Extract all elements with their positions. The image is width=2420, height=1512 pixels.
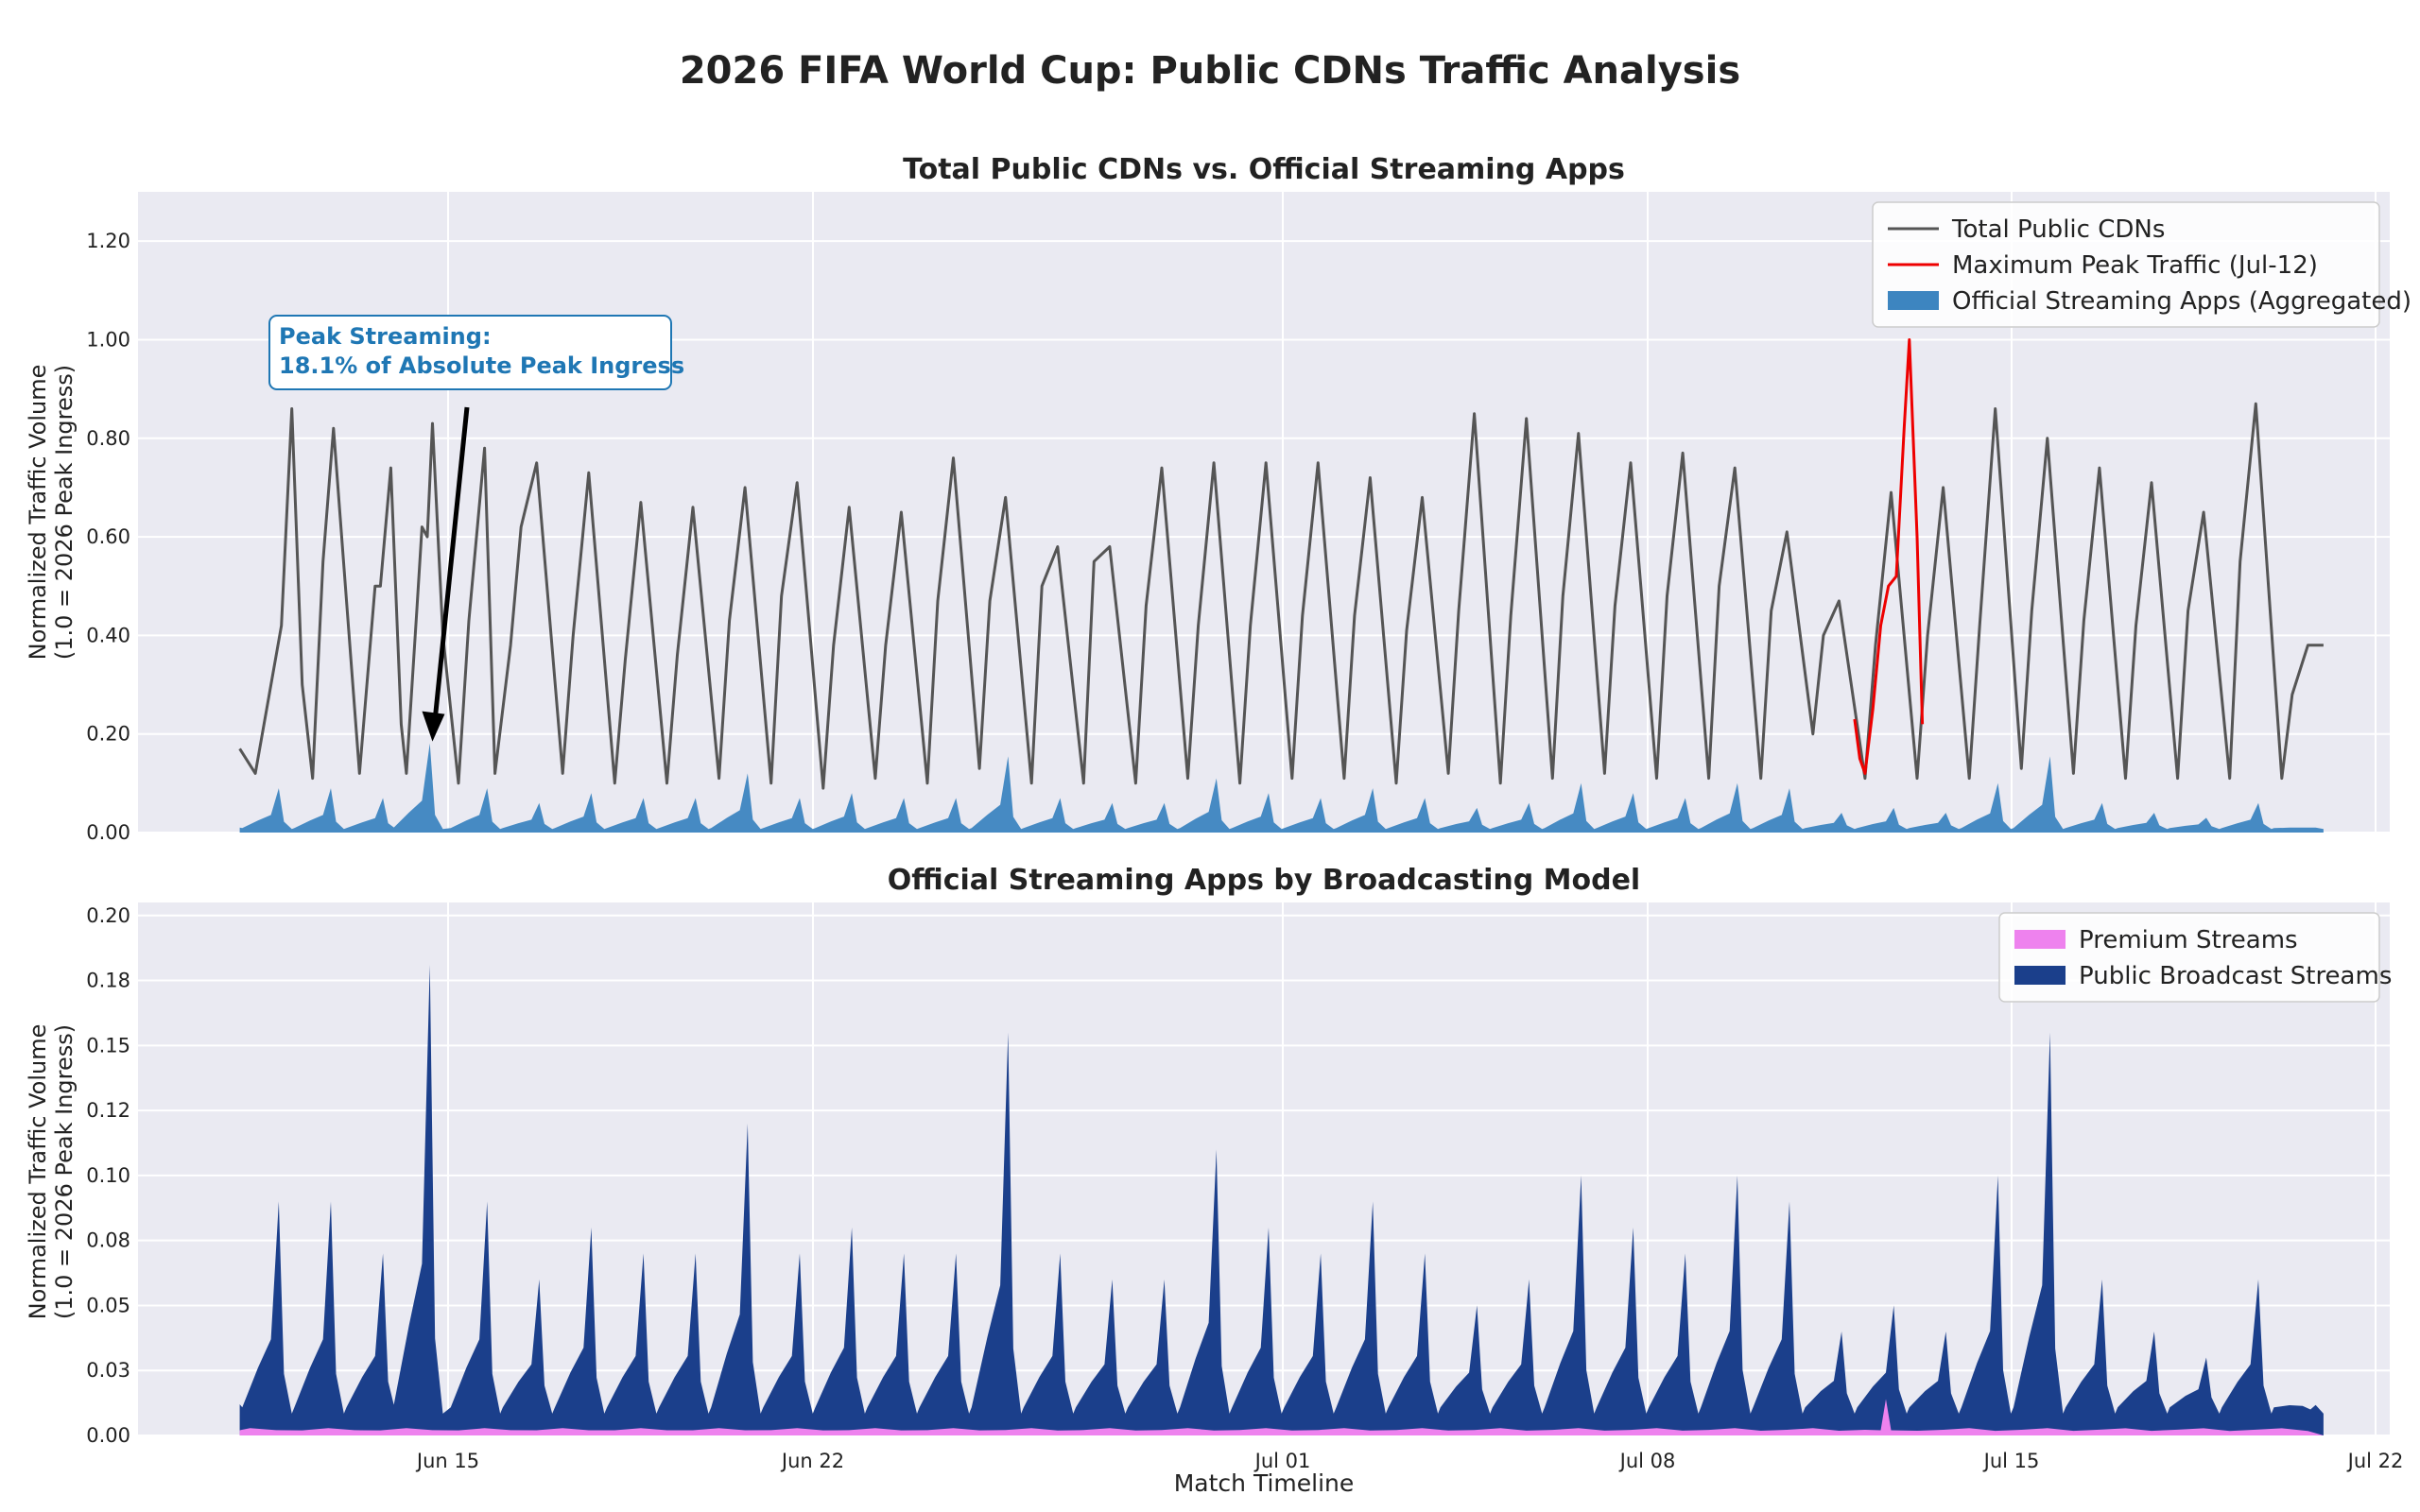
y-tick-label: 1.00 <box>86 328 130 351</box>
legend-label: Official Streaming Apps (Aggregated) <box>1952 287 2411 316</box>
legend-swatch-patch <box>2014 930 2066 949</box>
panel-top-ylabel-line1: Normalized Traffic Volume <box>25 365 51 661</box>
panel-bottom: Jun 15 Jun 22 Jul 01 Jul 08 Jul 15 Jul 22 0.00… <box>25 864 2403 1472</box>
legend-label: Total Public CDNs <box>1951 215 2165 244</box>
y-tick-label: 0.08 <box>86 1229 130 1252</box>
legend-swatch-patch <box>2014 966 2066 985</box>
panel-top-legend: Total Public CDNs Maximum Peak Traffic (J… <box>1872 201 2411 328</box>
x-axis-label: Match Timeline <box>1174 1469 1355 1497</box>
panel-top-title: Total Public CDNs vs. Official Streaming… <box>903 153 1625 186</box>
panel-bottom-marks <box>239 965 2324 1435</box>
x-tick-label: Jun 15 <box>415 1450 479 1472</box>
y-tick-label: 0.10 <box>86 1164 130 1187</box>
legend-label: Premium Streams <box>2079 926 2298 954</box>
legend-swatch-patch <box>1888 291 1939 310</box>
y-tick-label: 0.03 <box>86 1359 130 1382</box>
y-tick-label: 0.40 <box>86 624 130 646</box>
panel-top-ylabel-line2: (1.0 = 2026 Peak Ingress) <box>51 365 78 660</box>
y-tick-label: 0.00 <box>86 821 130 844</box>
y-tick-label: 0.20 <box>86 723 130 746</box>
maximum-peak-line <box>1853 338 1925 775</box>
panel-bottom-legend: Premium Streams Public Broadcast Streams <box>1998 912 2392 1003</box>
x-tick-label: Jul 08 <box>1618 1450 1676 1472</box>
y-tick-label: 0.60 <box>86 525 130 548</box>
x-tick-label: Jun 22 <box>780 1450 844 1472</box>
panel-top: 0.00 0.20 0.40 0.60 0.80 1.00 1.20 Total Publi… <box>25 153 2411 844</box>
y-tick-label: 0.80 <box>86 427 130 450</box>
panel-top-ticks: 0.00 0.20 0.40 0.60 0.80 1.00 1.20 <box>86 230 130 844</box>
annotation-line1: Peak Streaming: <box>279 323 492 350</box>
y-tick-label: 0.15 <box>86 1034 130 1057</box>
peak-annotation: Peak Streaming:18.1% of Absolute Peak In… <box>268 315 684 742</box>
y-tick-label: 0.05 <box>86 1294 130 1316</box>
panel-bottom-ylabel-line1: Normalized Traffic Volume <box>25 1024 51 1320</box>
x-tick-label: Jul 15 <box>1982 1450 2040 1472</box>
legend-box <box>1872 201 2380 328</box>
y-tick-label: 0.00 <box>86 1424 130 1447</box>
annotation-arrow-shaft <box>432 406 470 717</box>
legend-label: Public Broadcast Streams <box>2079 962 2392 990</box>
legend-box <box>1998 912 2380 1003</box>
x-tick-label: Jul 01 <box>1253 1450 1311 1472</box>
y-tick-label: 1.20 <box>86 230 130 252</box>
y-tick-label: 0.12 <box>86 1099 130 1122</box>
total-public-cdns-line <box>238 402 2324 790</box>
panel-bottom-ticks: Jun 15 Jun 22 Jul 01 Jul 08 Jul 15 Jul 22 0.00… <box>86 904 2403 1472</box>
panel-top-marks <box>238 338 2324 833</box>
panel-bottom-ylabel-line2: (1.0 = 2026 Peak Ingress) <box>51 1024 78 1319</box>
y-tick-label: 0.20 <box>86 904 130 927</box>
figure-title: 2026 FIFA World Cup: Public CDNs Traffic… <box>679 49 1741 93</box>
annotation-line2: 18.1% of Absolute Peak Ingress <box>279 352 684 379</box>
x-tick-label: Jul 22 <box>2346 1450 2404 1472</box>
annotation-box <box>268 315 672 390</box>
y-tick-label: 0.18 <box>86 970 130 992</box>
legend-label: Maximum Peak Traffic (Jul-12) <box>1952 251 2318 280</box>
premium-streams-area <box>239 1399 2324 1435</box>
annotation-arrow-head <box>422 711 445 742</box>
panel-bottom-title: Official Streaming Apps by Broadcasting … <box>888 864 1640 897</box>
